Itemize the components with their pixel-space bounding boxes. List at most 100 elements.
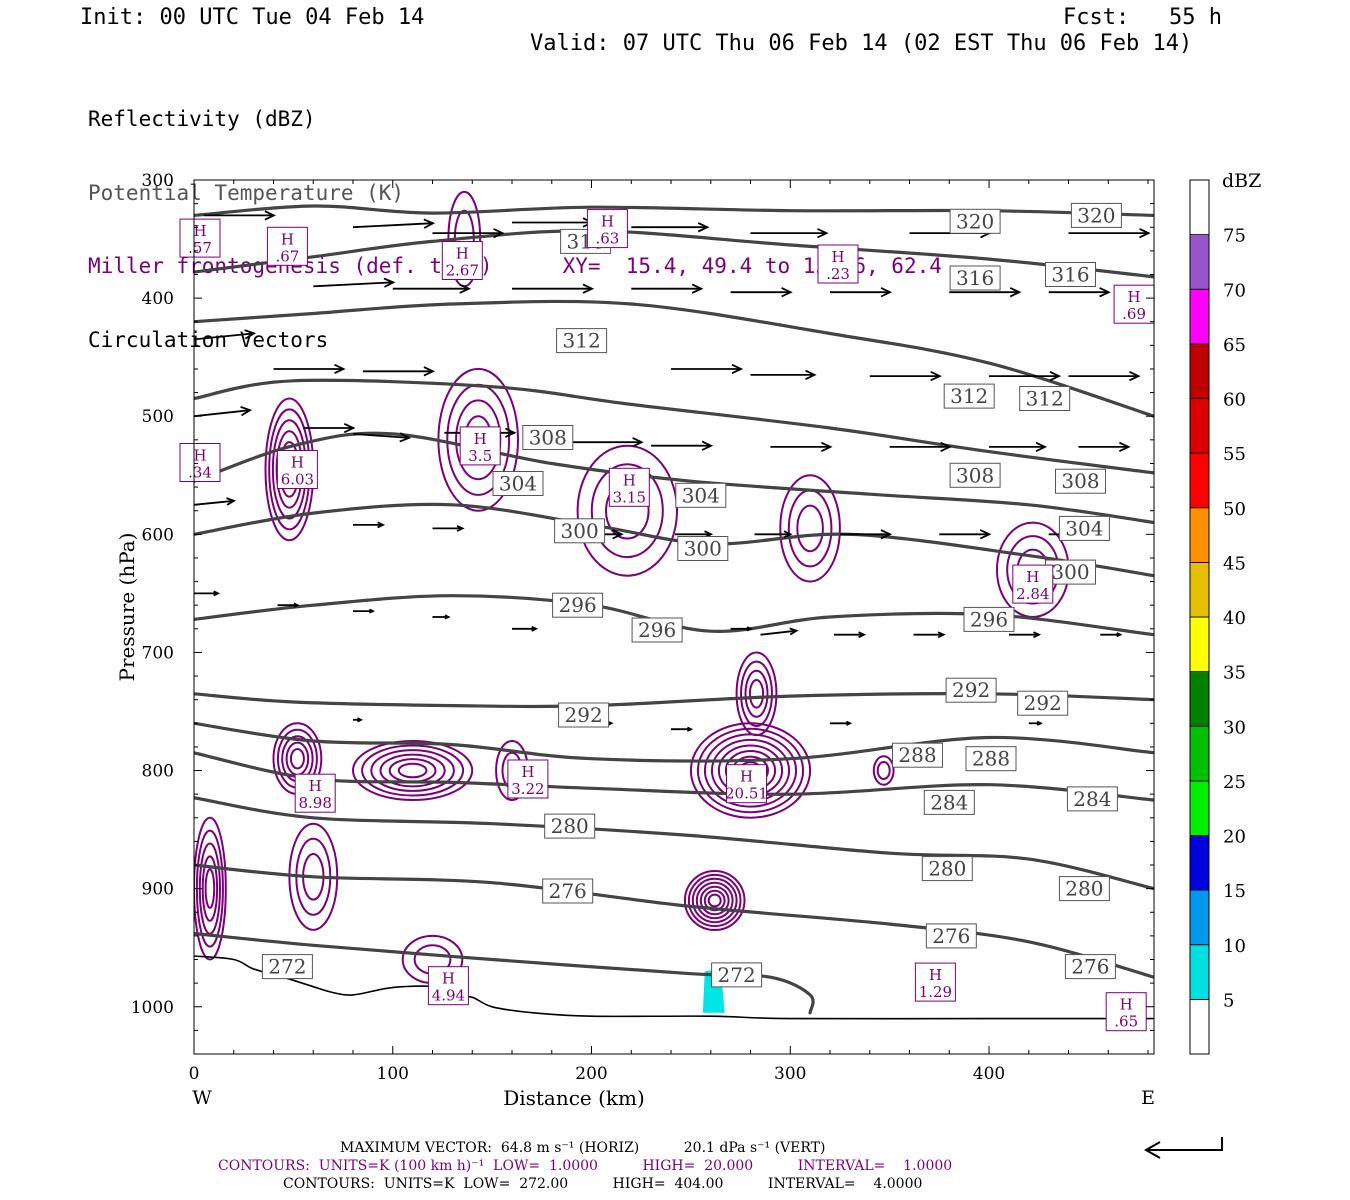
frontogenesis-contour — [796, 504, 824, 553]
isentrope-label-box — [1070, 202, 1122, 228]
isentrope-label: 308 — [1055, 468, 1106, 494]
vector-head — [582, 283, 595, 294]
vector-shaft — [760, 629, 797, 636]
colorbar-segment — [1189, 671, 1210, 727]
isentrope-label-box — [554, 518, 606, 544]
maximum-box — [1113, 284, 1155, 324]
frontogenesis-contour — [699, 885, 730, 916]
isentrope-label: 308 — [522, 425, 574, 450]
terrain-line — [194, 955, 1154, 1020]
isentrope-label: 308 — [949, 462, 1001, 488]
isentrope-label: 284 — [923, 789, 975, 815]
vector-head — [240, 406, 253, 417]
colorbar-label: 10 — [1223, 936, 1246, 957]
isentrope-label: 292 — [558, 702, 610, 728]
maximum-h: H — [831, 248, 844, 266]
frontogenesis-contour — [397, 762, 428, 779]
frontogenesis-contour — [285, 741, 310, 776]
maximum-h: H — [623, 471, 636, 489]
colorbar-segment — [1189, 179, 1210, 235]
frontogenesis-contour — [289, 748, 305, 770]
maximum-h: H — [193, 222, 206, 240]
maximum-h: H — [601, 213, 614, 231]
maximum-box — [726, 764, 767, 804]
y-tick-label: 300 — [142, 171, 174, 191]
isentrope-label-box — [945, 677, 997, 703]
isentrope-label-box — [1055, 468, 1106, 494]
isentrope-label-text: 288 — [972, 747, 1010, 771]
frontogenesis-maximum: H2.67 — [441, 241, 483, 280]
colorbar-segment — [1189, 507, 1210, 563]
circulation-vector — [730, 287, 793, 298]
isentrope-label: 284 — [1066, 786, 1118, 812]
isentrope-label: 276 — [1064, 954, 1116, 980]
isentrope-label-text: 280 — [928, 857, 966, 881]
y-tick-label: 800 — [142, 762, 174, 782]
circulation-vector — [1028, 720, 1043, 726]
isentrope-label-box — [949, 265, 1001, 291]
vector-shaft — [194, 409, 251, 418]
isentrope-label-text: 280 — [551, 814, 589, 838]
isentrope-label-box — [552, 592, 604, 618]
y-tick-label: 600 — [142, 525, 174, 545]
circulation-vector — [1008, 631, 1042, 639]
circulation-vector — [353, 717, 364, 723]
circulation-vector — [277, 602, 300, 608]
isentrope-label-box — [675, 482, 727, 508]
isentrope-label-box — [544, 813, 596, 839]
isentrope-label-text: 272 — [268, 955, 306, 979]
legend-circulation: Circulation Vectors — [88, 327, 329, 352]
frontogenesis-maximum: H.34 — [179, 443, 221, 482]
circulation-vector — [760, 627, 799, 636]
vector-head — [1116, 632, 1123, 638]
vector-head — [1119, 441, 1131, 453]
vector-head — [821, 441, 833, 453]
isentrope-label-text: 296 — [638, 618, 676, 642]
maximum-box — [1012, 564, 1054, 604]
frontogenesis-contour — [687, 873, 742, 928]
isentrope-label: 316 — [949, 265, 1001, 291]
vector-head — [746, 626, 753, 632]
isentrope-label-box — [492, 471, 544, 496]
vector-head — [817, 228, 829, 239]
maximum-h: H — [193, 447, 206, 465]
frontogenesis-maximum: H6.03 — [276, 450, 318, 489]
vector-shaft — [313, 281, 394, 288]
colorbar-segment — [1189, 616, 1210, 672]
colorbar-segment — [1189, 780, 1210, 836]
isentrope-292 — [194, 692, 1154, 709]
maximum-h: H — [309, 777, 322, 795]
isentrope-label-box — [1045, 262, 1096, 287]
circulation-vector — [1068, 370, 1141, 382]
vector-head — [701, 440, 714, 451]
isentrope-label-text: 276 — [1071, 955, 1109, 979]
frontogenesis-maximum: H3.15 — [608, 467, 650, 507]
circulation-vector — [651, 440, 714, 451]
vector-head — [1049, 370, 1062, 382]
frontogenesis-contour — [735, 651, 778, 737]
isentrope-label-text: 300 — [684, 537, 722, 561]
circulation-vector — [671, 363, 744, 375]
colorbar-label: 55 — [1223, 444, 1246, 465]
isentrope-312 — [194, 299, 1154, 418]
colorbar-label: 75 — [1223, 226, 1246, 247]
isentrope-label-text: 304 — [1065, 516, 1103, 540]
frontogenesis-contour — [370, 749, 455, 792]
isentrope-label: 292 — [1017, 690, 1069, 716]
vector-head — [1129, 370, 1141, 382]
colorbar-segment — [1189, 835, 1210, 891]
colorbar-segment — [1189, 562, 1210, 618]
circulation-vector — [631, 222, 710, 233]
frontogenesis-contour — [707, 893, 722, 908]
isentrope-label-box — [925, 923, 977, 949]
frontogenesis-contour — [740, 660, 773, 727]
vector-head — [687, 726, 694, 732]
vector-head — [505, 427, 517, 438]
init-time: Init: 00 UTC Tue 04 Feb 14 — [80, 5, 425, 30]
circulation-vector — [913, 631, 946, 639]
maximum-h: H — [1128, 288, 1141, 306]
maximum-box — [179, 443, 221, 482]
isentrope-label-text: 272 — [718, 963, 756, 987]
vector-head — [937, 631, 946, 639]
